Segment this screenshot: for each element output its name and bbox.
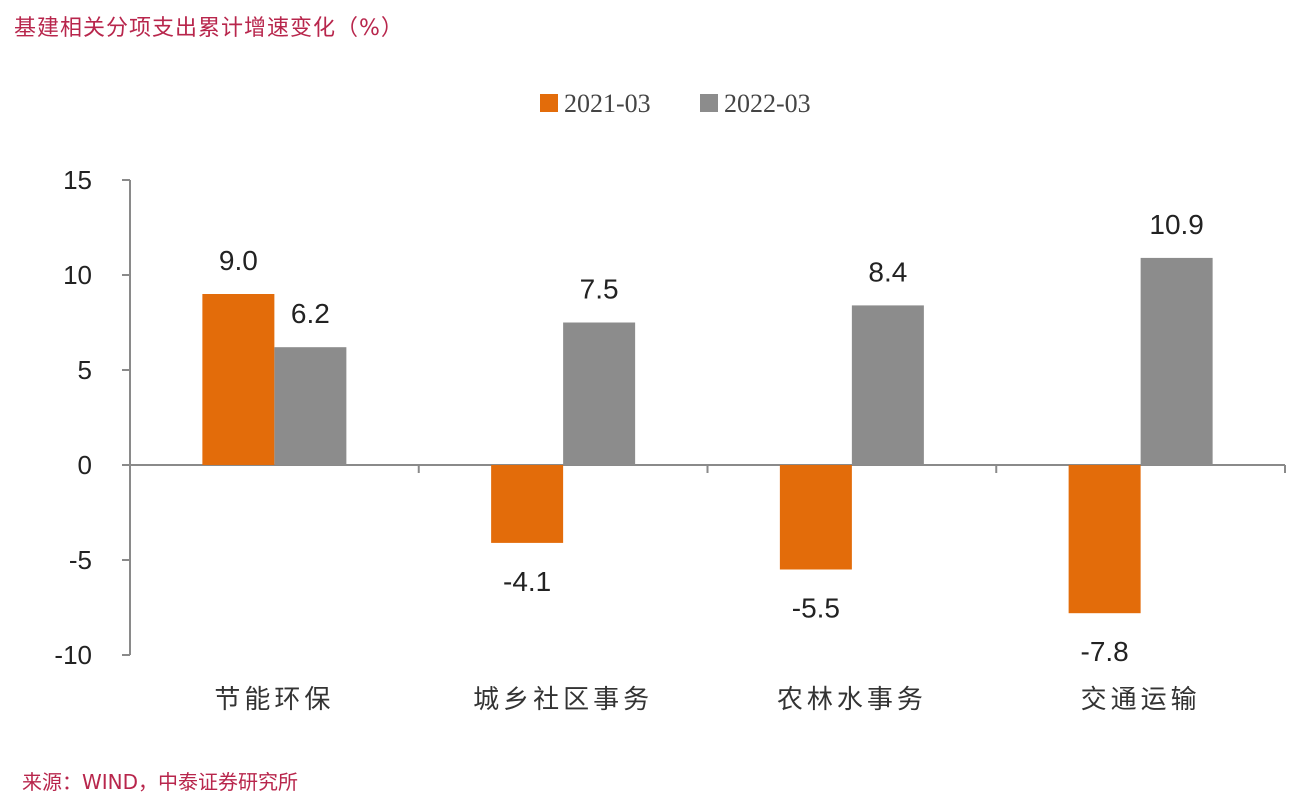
y-tick-label: 0 [78, 450, 92, 480]
y-tick-label: 10 [63, 260, 92, 290]
y-tick-label: 15 [63, 165, 92, 195]
data-label: 10.9 [1149, 209, 1204, 240]
bar-2021-03-农林水事务 [779, 465, 852, 570]
bar-chart: 15 10 5 0 -5 -10 9.0 6.2 节能环保 -4.1 7.5 城乡社区事务 -5.5 8.… [54, 89, 1286, 715]
bar-2022-03-节能环保 [274, 347, 347, 465]
y-tick-label: -10 [54, 640, 92, 670]
y-tick-label: -5 [69, 545, 92, 575]
data-label: 7.5 [580, 274, 619, 305]
source-note: 来源：WIND，中泰证券研究所 [22, 770, 299, 794]
data-label: -5.5 [792, 593, 840, 624]
data-label: -4.1 [503, 566, 551, 597]
legend-label: 2021-03 [564, 89, 651, 118]
data-label: -7.8 [1081, 636, 1129, 667]
data-label: 8.4 [868, 256, 907, 287]
x-category-label: 城乡社区事务 [473, 685, 653, 715]
bar-2022-03-农林水事务 [851, 305, 924, 465]
bar-2021-03-交通运输 [1068, 465, 1141, 614]
data-label: 6.2 [291, 298, 330, 329]
bar-2022-03-交通运输 [1140, 257, 1213, 465]
legend-swatch-2021-03 [540, 94, 558, 112]
chart-title: 基建相关分项支出累计增速变化（%） [14, 16, 404, 41]
data-label: 9.0 [219, 245, 258, 276]
y-tick-label: 5 [78, 355, 92, 385]
x-category-label: 节能环保 [214, 685, 334, 715]
bar-2021-03-节能环保 [202, 294, 275, 465]
x-category-label: 交通运输 [1081, 685, 1201, 715]
legend-label: 2022-03 [724, 89, 811, 118]
legend-swatch-2022-03 [700, 94, 718, 112]
bar-2022-03-城乡社区事务 [563, 322, 636, 465]
x-category-label: 农林水事务 [777, 685, 927, 715]
bar-2021-03-城乡社区事务 [491, 465, 564, 543]
